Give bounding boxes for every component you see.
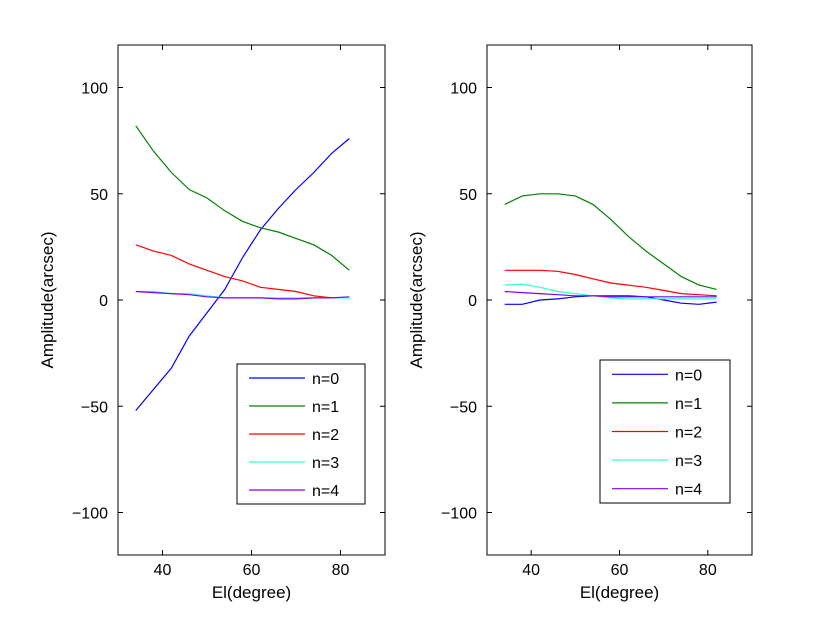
y-tick-label: 100 bbox=[81, 81, 108, 98]
series-line-n3 bbox=[504, 283, 717, 300]
y-tick-label: −50 bbox=[81, 399, 108, 416]
x-tick-label: 40 bbox=[154, 562, 172, 579]
y-tick-label: 0 bbox=[468, 293, 477, 310]
y-tick-label: 50 bbox=[90, 187, 108, 204]
legend-label: n=2 bbox=[312, 427, 339, 444]
legend-label: n=3 bbox=[675, 453, 702, 470]
series-line-n4 bbox=[504, 290, 717, 298]
series-line-n1 bbox=[504, 193, 717, 290]
x-tick-label: 60 bbox=[611, 562, 629, 579]
legend-label: n=4 bbox=[312, 483, 339, 500]
legend-label: n=4 bbox=[675, 482, 702, 499]
y-tick-label: 50 bbox=[459, 187, 477, 204]
legend-label: n=1 bbox=[312, 399, 339, 416]
x-axis-label: El(degree) bbox=[212, 583, 291, 602]
y-tick-label: 100 bbox=[450, 81, 477, 98]
legend-label: n=3 bbox=[312, 455, 339, 472]
legend: n=0 n=1 n=2 n=3 n=4 bbox=[599, 359, 731, 504]
x-tick-label: 60 bbox=[243, 562, 261, 579]
series-line-n2 bbox=[135, 244, 350, 299]
y-tick-label: −100 bbox=[441, 506, 477, 523]
series-line-n0 bbox=[135, 138, 350, 411]
right-panel: 40 60 80 −100 −50 0 50 100 El(degree) Amplitude(a… bbox=[407, 44, 753, 602]
legend-label: n=0 bbox=[312, 371, 339, 388]
legend-label: n=2 bbox=[675, 425, 702, 442]
legend: n=0 n=1 n=2 n=3 n=4 bbox=[236, 363, 366, 505]
y-tick-label: 0 bbox=[99, 293, 108, 310]
series-line-n0 bbox=[504, 295, 717, 305]
series-line-n1 bbox=[135, 125, 350, 271]
x-tick-label: 80 bbox=[699, 562, 717, 579]
y-axis-label: Amplitude(arcsec) bbox=[407, 232, 426, 369]
series-line-n2 bbox=[504, 269, 717, 297]
y-tick-label: −50 bbox=[450, 399, 477, 416]
x-tick-label: 80 bbox=[332, 562, 350, 579]
left-panel: 40 60 80 −100 −50 0 50 100 El(degree) Amplitude(a… bbox=[38, 44, 386, 602]
y-axis-label: Amplitude(arcsec) bbox=[38, 232, 57, 369]
legend-label: n=1 bbox=[675, 396, 702, 413]
x-tick-label: 40 bbox=[522, 562, 540, 579]
x-axis-label: El(degree) bbox=[580, 583, 659, 602]
series-line-n4 bbox=[135, 290, 350, 300]
legend-label: n=0 bbox=[675, 367, 702, 384]
y-tick-label: −100 bbox=[72, 506, 108, 523]
